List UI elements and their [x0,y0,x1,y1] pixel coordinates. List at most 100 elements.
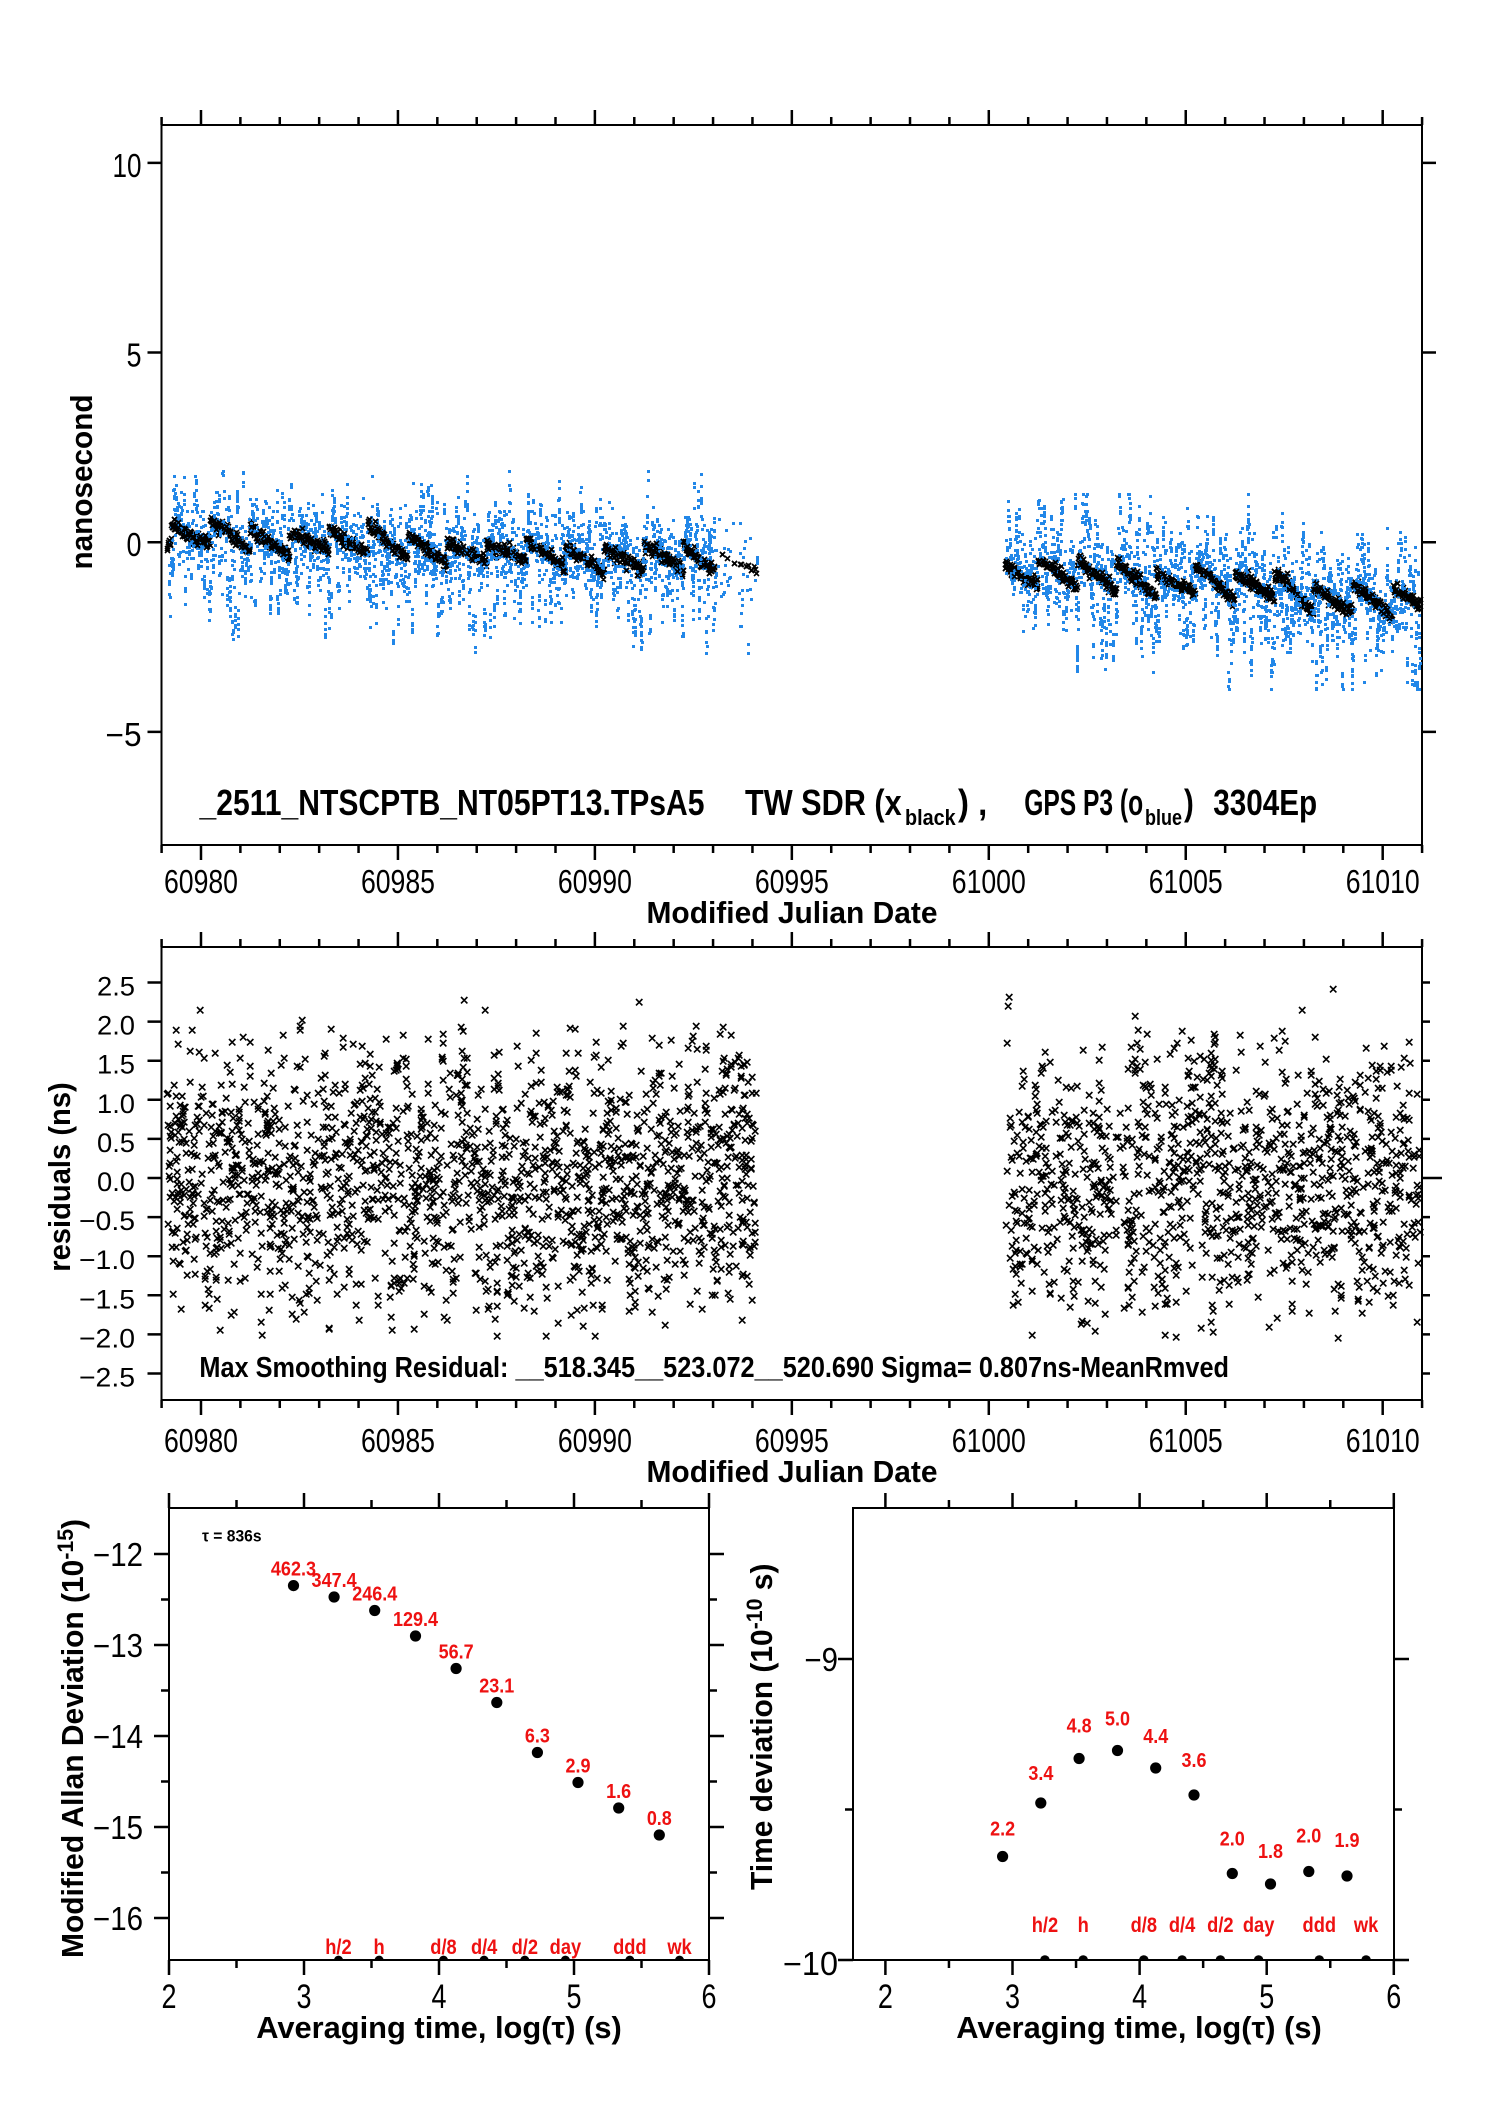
svg-text:): ) [55,1519,90,1529]
svg-text:TW SDR (x: TW SDR (x [745,782,902,823]
svg-text:246.4: 246.4 [352,1584,398,1606]
svg-text:0.8: 0.8 [647,1808,672,1830]
svg-text:−16: −16 [93,1900,143,1937]
svg-text:blue: blue [1145,805,1182,830]
svg-text:2.5: 2.5 [97,972,135,1002]
svg-text:3.6: 3.6 [1181,1750,1206,1772]
svg-text:56.7: 56.7 [439,1642,474,1664]
svg-text:h/2: h/2 [325,1936,351,1959]
svg-text:−2.0: −2.0 [79,1323,135,1353]
svg-text:1.8: 1.8 [1258,1841,1283,1863]
svg-text:d/2: d/2 [512,1936,538,1959]
svg-text:129.4: 129.4 [393,1609,439,1631]
svg-text:-10: -10 [742,1599,767,1630]
svg-text:black: black [905,805,956,830]
svg-text:−10: −10 [783,1945,838,1982]
svg-text:-15: -15 [53,1529,78,1560]
svg-text:61005: 61005 [1149,863,1223,900]
svg-text:61000: 61000 [952,1422,1026,1459]
svg-text:d/8: d/8 [430,1936,457,1959]
svg-text:h: h [1078,1914,1089,1937]
svg-text:60995: 60995 [755,1422,829,1459]
svg-text:−1.5: −1.5 [79,1284,135,1314]
svg-text:60990: 60990 [558,863,632,900]
svg-text:Averaging time, log(τ) (s): Averaging time, log(τ) (s) [256,2010,622,2045]
svg-text:−13: −13 [93,1627,143,1664]
svg-text:) ,: ) , [958,782,987,823]
svg-text:ddd: ddd [613,1936,647,1959]
svg-text:h: h [374,1936,385,1959]
svg-text:nanosecond: nanosecond [64,395,99,570]
svg-text:60995: 60995 [755,863,829,900]
svg-text:10: 10 [113,147,142,184]
svg-text:wk: wk [666,1936,692,1959]
svg-text:4.4: 4.4 [1143,1726,1169,1748]
svg-text:3304Ep: 3304Ep [1213,782,1317,823]
svg-text:3: 3 [1005,1978,1020,2016]
svg-text:61010: 61010 [1346,1422,1420,1459]
svg-text:2.0: 2.0 [97,1011,135,1041]
svg-text:61010: 61010 [1346,863,1420,900]
svg-text:462.3: 462.3 [271,1559,316,1581]
svg-text:−15: −15 [93,1809,143,1846]
svg-text:Modified Julian Date: Modified Julian Date [647,895,938,930]
svg-text:3.4: 3.4 [1028,1763,1054,1785]
svg-text:wk: wk [1353,1914,1379,1937]
svg-text:h/2: h/2 [1032,1914,1058,1937]
svg-text:d/8: d/8 [1131,1914,1158,1937]
svg-text:d/4: d/4 [471,1936,498,1959]
svg-text:−2.5: −2.5 [79,1363,135,1393]
svg-text:_2511_NTSCPTB_NT05PT13.TPsA5: _2511_NTSCPTB_NT05PT13.TPsA5 [199,782,705,823]
svg-text:61005: 61005 [1149,1422,1223,1459]
svg-text:Modified Julian Date: Modified Julian Date [647,1454,938,1489]
svg-text:τ = 836s: τ = 836s [202,1527,262,1546]
svg-text:2: 2 [878,1978,893,2016]
svg-text:0.0: 0.0 [97,1167,135,1197]
svg-text:60980: 60980 [164,1422,238,1459]
svg-text:60980: 60980 [164,863,238,900]
svg-text:ddd: ddd [1303,1914,1337,1937]
svg-text:0: 0 [127,526,142,563]
svg-text:5.0: 5.0 [1105,1709,1130,1731]
svg-text:5: 5 [567,1978,582,2016]
svg-text:5: 5 [1259,1978,1274,2016]
svg-text:2.9: 2.9 [566,1756,591,1778]
svg-text:6: 6 [702,1978,717,2016]
svg-text:60990: 60990 [558,1422,632,1459]
svg-text:1.9: 1.9 [1335,1830,1360,1852]
svg-text:s): s) [744,1564,779,1599]
svg-text:23.1: 23.1 [479,1676,514,1698]
svg-text:day: day [1243,1914,1275,1937]
svg-text:60985: 60985 [361,863,435,900]
svg-text:−0.5: −0.5 [79,1206,135,1236]
svg-text:1.5: 1.5 [97,1050,135,1080]
svg-text:1.6: 1.6 [606,1781,631,1803]
svg-text:2.0: 2.0 [1220,1829,1245,1851]
svg-text:4: 4 [432,1978,447,2016]
svg-text:6: 6 [1386,1978,1401,2016]
svg-text:60985: 60985 [361,1422,435,1459]
svg-text:Time deviation (10: Time deviation (10 [744,1629,779,1890]
svg-text:): ) [1184,782,1194,823]
svg-text:2: 2 [162,1978,177,2016]
svg-text:Modified Allan Deviation (10: Modified Allan Deviation (10 [55,1560,90,1958]
svg-text:−12: −12 [93,1536,143,1573]
svg-text:GPS P3 (o: GPS P3 (o [1024,782,1143,823]
svg-text:347.4: 347.4 [312,1570,358,1592]
svg-text:0.5: 0.5 [97,1128,135,1158]
svg-text:d/4: d/4 [1169,1914,1196,1937]
svg-text:5: 5 [127,337,142,374]
svg-text:day: day [550,1936,582,1959]
svg-text:−14: −14 [93,1718,143,1755]
svg-text:1.0: 1.0 [97,1089,135,1119]
svg-text:residuals (ns): residuals (ns) [42,1082,77,1272]
svg-text:Max Smoothing Residual: __518.: Max Smoothing Residual: __518.345__523.0… [199,1352,1229,1384]
svg-text:2.2: 2.2 [990,1819,1015,1841]
svg-text:61000: 61000 [952,863,1026,900]
svg-text:6.3: 6.3 [525,1726,550,1748]
svg-text:3: 3 [297,1978,312,2016]
svg-text:−5: −5 [106,716,142,753]
svg-text:4: 4 [1132,1978,1147,2016]
svg-text:4.8: 4.8 [1067,1716,1092,1738]
svg-text:2.0: 2.0 [1296,1826,1321,1848]
